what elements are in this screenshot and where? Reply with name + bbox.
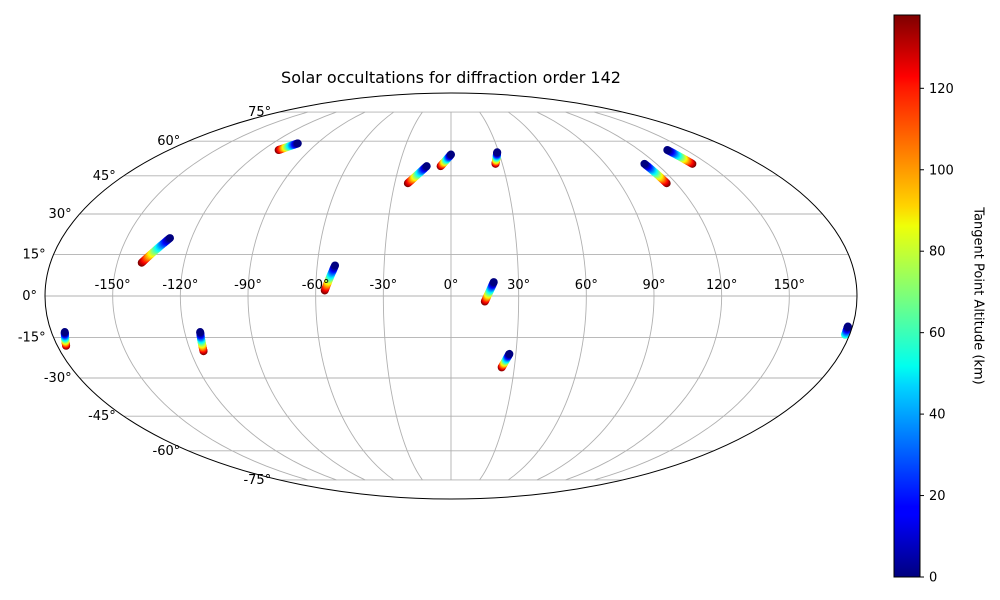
latitude-tick-label: -60° bbox=[153, 444, 181, 459]
latitude-tick-label: 0° bbox=[22, 289, 37, 304]
graticule bbox=[45, 111, 857, 481]
latitude-tick-label: -45° bbox=[88, 409, 116, 424]
colorbar-tick-label: 80 bbox=[929, 245, 946, 260]
meridian-line bbox=[594, 111, 790, 481]
latitude-tick-label: 75° bbox=[248, 105, 271, 120]
meridian-line bbox=[508, 111, 587, 481]
track-point bbox=[489, 278, 498, 287]
track-point bbox=[640, 159, 649, 168]
longitude-tick-label: -90° bbox=[234, 278, 262, 293]
meridian-line bbox=[536, 111, 655, 481]
colorbar-tick-label: 0 bbox=[929, 571, 937, 586]
colorbar-tick-label: 20 bbox=[929, 489, 946, 504]
latitude-tick-label: 60° bbox=[157, 134, 180, 149]
longitude-tick-label: -150° bbox=[95, 278, 131, 293]
occultation-track bbox=[663, 146, 697, 168]
track-point bbox=[493, 148, 502, 157]
track-point bbox=[60, 328, 69, 337]
colorbar-tick-label: 120 bbox=[929, 82, 954, 97]
colorbar bbox=[893, 14, 921, 578]
occultation-track bbox=[841, 322, 852, 339]
colorbar-tick-label: 40 bbox=[929, 408, 946, 423]
longitude-tick-label: -30° bbox=[369, 278, 397, 293]
occultation-tracks bbox=[60, 139, 852, 372]
longitude-tick-label: 30° bbox=[507, 278, 530, 293]
longitude-tick-label: -120° bbox=[162, 278, 198, 293]
colorbar-tick-label: 100 bbox=[929, 163, 954, 178]
occultation-track bbox=[60, 328, 71, 350]
longitude-tick-label: 150° bbox=[774, 278, 805, 293]
longitude-tick-label: 0° bbox=[444, 278, 459, 293]
meridian-line bbox=[179, 111, 337, 481]
occultation-track bbox=[137, 234, 174, 267]
track-point bbox=[843, 322, 852, 331]
track-point bbox=[196, 328, 205, 337]
longitude-tick-label: 60° bbox=[575, 278, 598, 293]
occultation-track bbox=[436, 150, 455, 171]
occultation-track bbox=[480, 278, 498, 306]
chart-title: Solar occultations for diffraction order… bbox=[281, 68, 621, 87]
track-point bbox=[165, 234, 174, 243]
latitude-tick-label: -75° bbox=[243, 473, 271, 488]
track-point bbox=[447, 150, 455, 159]
track-point bbox=[331, 261, 340, 270]
occultation-track bbox=[320, 261, 340, 295]
colorbar-tick-label: 60 bbox=[929, 326, 946, 341]
colorbar-ticks: 0 20 40 60 80 100 120 bbox=[920, 82, 954, 586]
track-point bbox=[663, 146, 672, 155]
meridian-line bbox=[565, 111, 723, 481]
track-point bbox=[505, 349, 514, 358]
longitude-tick-label: -60° bbox=[302, 278, 330, 293]
longitude-tick-labels: -150° -120° -90° -60° -30° 0° 30° 60° 90° 120° 150… bbox=[95, 278, 805, 293]
occultation-track bbox=[196, 328, 208, 356]
occultation-track bbox=[491, 148, 502, 168]
meridian-line bbox=[247, 111, 366, 481]
meridian-line bbox=[479, 111, 520, 481]
occultation-track bbox=[274, 139, 302, 155]
occultation-track bbox=[497, 349, 514, 372]
latitude-tick-label: 15° bbox=[23, 247, 46, 262]
colorbar-label: Tangent Point Altitude (km) bbox=[970, 207, 986, 385]
latitude-tick-label: 45° bbox=[93, 169, 116, 184]
latitude-tick-label: 30° bbox=[49, 207, 72, 222]
latitude-tick-label: -15° bbox=[18, 331, 46, 346]
occultation-track bbox=[403, 162, 431, 188]
latitude-tick-label: -30° bbox=[44, 371, 72, 386]
longitude-tick-label: 90° bbox=[642, 278, 665, 293]
meridian-line bbox=[315, 111, 394, 481]
meridian-line bbox=[112, 111, 308, 481]
meridian-line bbox=[382, 111, 423, 481]
occultation-track bbox=[640, 159, 671, 188]
latitude-tick-labels: 75° 60° 45° 30° 15° 0° -15° -30° -45° -60° -75° bbox=[18, 105, 271, 488]
longitude-tick-label: 120° bbox=[706, 278, 737, 293]
track-point bbox=[293, 139, 302, 148]
track-point bbox=[422, 162, 431, 171]
map-boundary bbox=[44, 92, 858, 500]
